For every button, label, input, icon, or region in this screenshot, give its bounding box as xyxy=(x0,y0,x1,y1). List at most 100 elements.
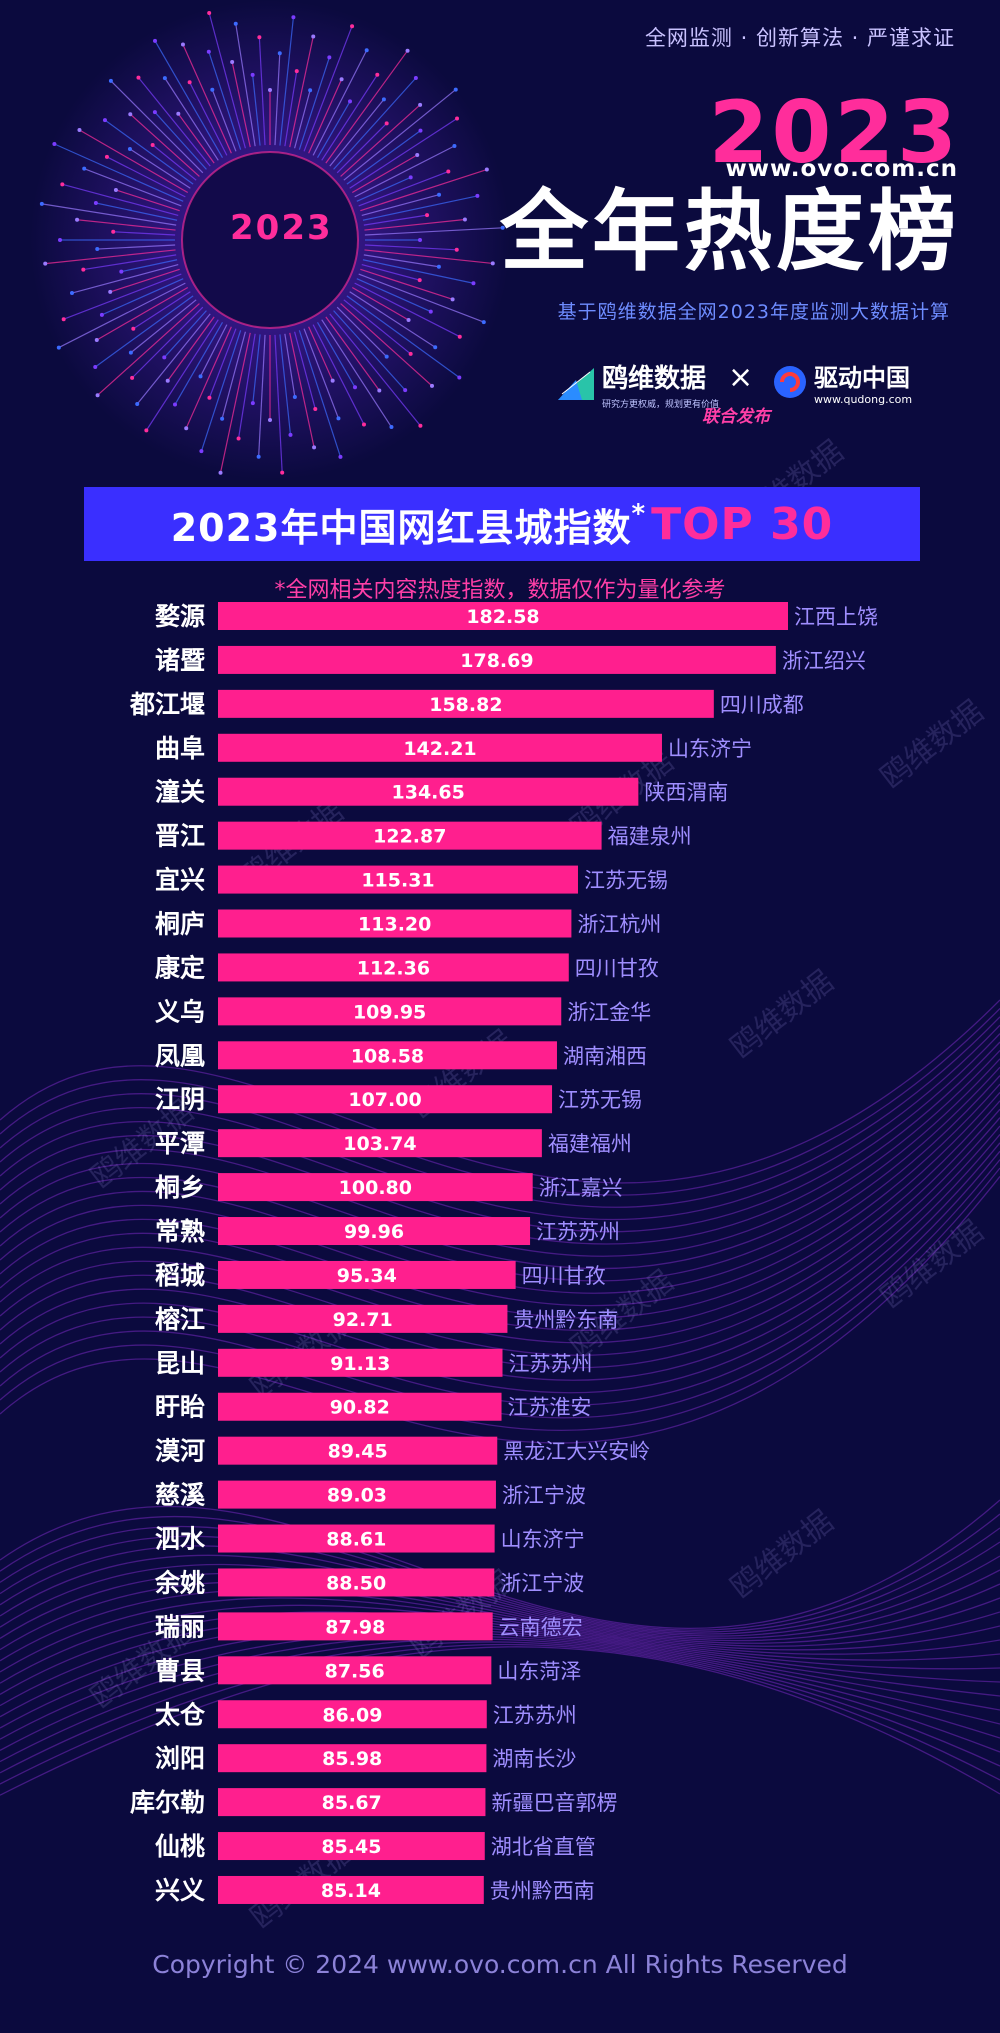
value-label: 107.00 xyxy=(348,1089,421,1111)
qudong-logo-icon xyxy=(774,366,806,398)
joint-release-label: 联合发布 xyxy=(702,407,770,427)
value-label: 86.09 xyxy=(322,1704,382,1726)
province-label: 贵州黔西南 xyxy=(490,1879,595,1903)
copyright: Copyright © 2024 www.ovo.com.cn All Righ… xyxy=(152,1950,848,1979)
banner-title: 2023年中国网红县城指数 xyxy=(170,505,632,550)
county-label: 桐乡 xyxy=(155,1173,205,1202)
bar xyxy=(218,733,662,762)
bar xyxy=(218,1304,508,1333)
tagline: 全网监测 · 创新算法 · 严谨求证 xyxy=(644,26,955,50)
county-label: 常熟 xyxy=(155,1217,205,1246)
county-label: 库尔勒 xyxy=(130,1788,205,1817)
bar xyxy=(218,689,714,718)
bar xyxy=(218,1173,533,1202)
county-label: 义乌 xyxy=(155,997,205,1026)
county-label: 泗水 xyxy=(155,1525,206,1554)
value-label: 122.87 xyxy=(373,826,446,848)
value-label: 90.82 xyxy=(330,1397,390,1419)
value-label: 85.67 xyxy=(322,1792,382,1814)
county-label: 兴义 xyxy=(155,1876,205,1905)
county-label: 潼关 xyxy=(155,778,205,807)
value-label: 109.95 xyxy=(353,1001,426,1023)
bar xyxy=(218,1788,486,1817)
county-label: 康定 xyxy=(155,953,205,982)
county-label: 稻城 xyxy=(155,1261,205,1290)
county-label: 凤凰 xyxy=(155,1041,205,1070)
banner-top30: TOP 30 xyxy=(651,498,834,550)
bar xyxy=(218,1832,485,1861)
bar xyxy=(218,1348,503,1377)
province-label: 山东济宁 xyxy=(668,737,752,761)
province-label: 浙江绍兴 xyxy=(782,649,866,673)
county-label: 桐庐 xyxy=(155,910,205,939)
province-label: 浙江宁波 xyxy=(500,1571,584,1595)
value-label: 115.31 xyxy=(361,870,434,892)
ouwei-name: 鸥维数据 xyxy=(602,364,707,394)
value-label: 103.74 xyxy=(343,1133,416,1155)
value-label: 182.58 xyxy=(466,606,539,628)
province-label: 福建泉州 xyxy=(608,825,692,849)
county-label: 榕江 xyxy=(155,1305,205,1334)
county-label: 曲阜 xyxy=(155,734,205,763)
province-label: 贵州黔东南 xyxy=(513,1308,618,1332)
bar xyxy=(218,1744,487,1773)
province-label: 浙江宁波 xyxy=(502,1484,586,1508)
value-label: 142.21 xyxy=(403,738,476,760)
value-label: 87.98 xyxy=(325,1616,385,1638)
cross-icon: × xyxy=(728,360,754,395)
ouwei-logo: 鸥维数据 研究方更权威，规划更有价值 xyxy=(558,358,719,410)
county-label: 曹县 xyxy=(155,1656,205,1685)
county-label: 瑞丽 xyxy=(155,1612,205,1641)
province-label: 浙江杭州 xyxy=(577,913,661,937)
county-label: 江阴 xyxy=(155,1085,205,1114)
province-label: 江西上饶 xyxy=(794,605,878,629)
province-label: 江苏淮安 xyxy=(508,1396,592,1420)
province-label: 浙江嘉兴 xyxy=(539,1176,623,1200)
bar xyxy=(218,1129,542,1158)
county-label: 太仓 xyxy=(155,1700,206,1729)
qudong-url: www.qudong.com xyxy=(814,393,913,406)
province-label: 黑龙江大兴安岭 xyxy=(503,1440,650,1464)
province-label: 云南德宏 xyxy=(499,1615,583,1639)
bar xyxy=(218,1392,502,1421)
value-label: 87.56 xyxy=(325,1660,385,1682)
value-label: 89.45 xyxy=(328,1441,388,1463)
province-label: 陕西渭南 xyxy=(644,781,728,805)
value-label: 95.34 xyxy=(337,1265,397,1287)
site-url[interactable]: www.ovo.com.cn xyxy=(725,156,958,182)
value-label: 112.36 xyxy=(357,957,430,979)
ouwei-slogan: 研究方更权威，规划更有价值 xyxy=(602,400,720,410)
bar xyxy=(218,1085,553,1114)
county-label: 昆山 xyxy=(155,1349,205,1378)
value-label: 85.45 xyxy=(321,1836,381,1858)
bar xyxy=(218,997,562,1026)
ranking-banner: 2023年中国网红县城指数 * TOP 30 xyxy=(84,487,920,561)
province-label: 四川甘孜 xyxy=(522,1264,606,1288)
banner-footnote-star: * xyxy=(631,499,646,529)
value-label: 108.58 xyxy=(351,1045,424,1067)
bar xyxy=(218,1217,531,1246)
bar xyxy=(218,1875,484,1904)
bar xyxy=(218,1260,516,1289)
value-label: 178.69 xyxy=(460,650,533,672)
province-label: 新疆巴音郭楞 xyxy=(491,1791,617,1815)
footnote: *全网相关内容热度指数，数据仅作为量化参考 xyxy=(274,578,726,603)
province-label: 江苏无锡 xyxy=(584,869,668,893)
bar xyxy=(218,1524,495,1553)
province-label: 湖南长沙 xyxy=(492,1747,576,1771)
province-label: 江苏苏州 xyxy=(493,1703,577,1727)
ouwei-logo-icon xyxy=(558,368,594,400)
province-label: 四川成都 xyxy=(720,693,804,717)
province-label: 山东济宁 xyxy=(501,1528,585,1552)
bar xyxy=(218,1656,492,1685)
qudong-name: 驱动中国 xyxy=(814,364,910,392)
bar xyxy=(218,1568,495,1597)
value-label: 113.20 xyxy=(358,914,431,936)
bar xyxy=(218,821,602,850)
value-label: 85.14 xyxy=(321,1880,381,1902)
value-label: 100.80 xyxy=(339,1177,412,1199)
county-label: 都江堰 xyxy=(129,690,205,719)
county-label: 余姚 xyxy=(154,1568,205,1597)
